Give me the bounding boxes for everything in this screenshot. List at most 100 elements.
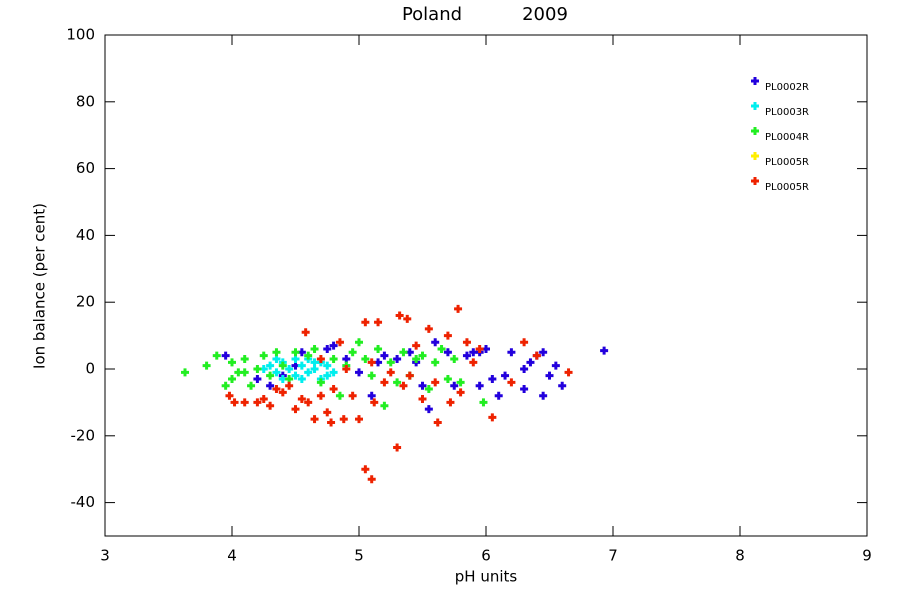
point [329, 341, 338, 350]
y-tick-label: 80 [76, 92, 95, 110]
point [329, 385, 338, 394]
plot-frame [104, 34, 868, 537]
legend-label: PL0005R [765, 157, 809, 168]
point [475, 344, 484, 353]
point [212, 351, 221, 360]
point [399, 348, 408, 357]
point [266, 361, 275, 370]
point [329, 368, 338, 377]
point [462, 338, 471, 347]
point [395, 311, 404, 320]
point [507, 378, 516, 387]
y-tick-label: -20 [71, 426, 96, 444]
point [327, 418, 336, 427]
x-tick-label: 4 [227, 547, 237, 565]
point [355, 368, 363, 377]
point [526, 358, 535, 367]
x-tick-label: 9 [862, 547, 872, 565]
point [405, 371, 414, 380]
point [539, 348, 548, 357]
point [393, 354, 402, 363]
point [361, 318, 370, 327]
point [469, 348, 478, 357]
y-tick-label: -40 [71, 493, 96, 511]
point [253, 375, 262, 384]
legend-marker [751, 77, 759, 85]
point [181, 368, 190, 377]
y-tick-label: 40 [76, 226, 95, 244]
point [297, 395, 306, 404]
point [230, 398, 239, 407]
point [386, 368, 395, 377]
point [520, 385, 529, 394]
point [240, 354, 249, 363]
point [437, 344, 446, 353]
point [475, 381, 484, 390]
point [247, 381, 256, 390]
point [494, 391, 503, 400]
point [259, 365, 268, 373]
point [539, 391, 548, 400]
point [291, 405, 300, 414]
point [482, 344, 490, 353]
point [323, 361, 332, 370]
point [454, 304, 463, 313]
point [291, 371, 300, 380]
point [433, 418, 442, 427]
point [412, 341, 421, 350]
point [316, 378, 325, 387]
point [272, 348, 281, 357]
point [564, 368, 573, 377]
y-tick-label: 0 [85, 360, 95, 378]
point [520, 365, 529, 373]
point [488, 375, 497, 384]
point [479, 398, 488, 407]
legend-label: PL0005R [765, 182, 809, 193]
point [600, 346, 609, 355]
point [374, 358, 383, 367]
point [424, 405, 433, 414]
point [253, 398, 262, 407]
point [228, 375, 236, 384]
y-tick-label: 20 [76, 293, 95, 311]
point [240, 398, 249, 407]
point [386, 358, 395, 367]
point [272, 368, 281, 377]
point [367, 371, 376, 380]
point [278, 375, 287, 384]
chart-title: Poland [402, 4, 462, 25]
point [253, 365, 262, 373]
point [342, 365, 351, 373]
point [291, 361, 300, 370]
point [551, 361, 560, 370]
point [266, 381, 275, 390]
point [278, 361, 287, 370]
point [456, 388, 465, 397]
point [329, 354, 338, 363]
point [558, 381, 567, 390]
point [393, 443, 402, 452]
point [399, 381, 408, 390]
point [431, 358, 440, 367]
y-tick-label: 60 [76, 159, 95, 177]
point [335, 338, 344, 347]
point [507, 348, 516, 357]
point [374, 318, 383, 327]
point [450, 381, 459, 390]
legend-marker [751, 177, 759, 185]
x-axis-label: pH units [455, 568, 518, 586]
point [361, 354, 370, 363]
point [259, 351, 268, 360]
point [221, 351, 230, 360]
point [323, 408, 332, 417]
point [228, 358, 236, 367]
point [304, 368, 313, 377]
point [418, 381, 427, 390]
point [234, 368, 243, 377]
x-tick-label: 6 [481, 547, 491, 565]
point [310, 415, 319, 424]
point [266, 401, 275, 410]
point [361, 465, 370, 474]
point [310, 365, 319, 373]
point [462, 351, 471, 360]
